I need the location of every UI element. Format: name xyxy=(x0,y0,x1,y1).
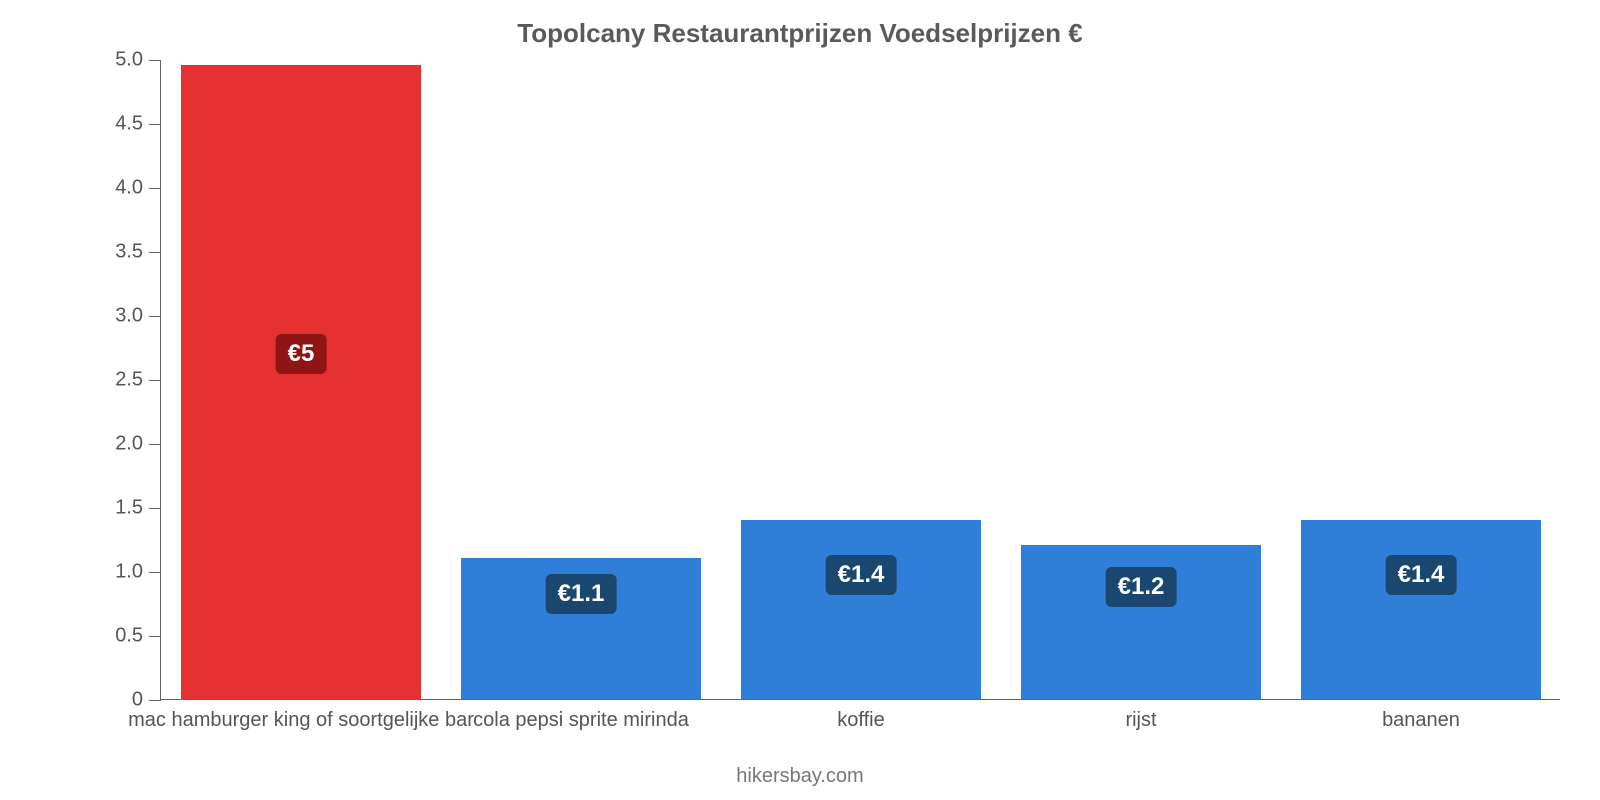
bar xyxy=(181,65,422,699)
y-tick xyxy=(149,636,161,637)
y-tick xyxy=(149,508,161,509)
y-tick-label: 2.5 xyxy=(115,369,143,392)
bar-value-label: €1.4 xyxy=(1386,555,1457,595)
y-tick xyxy=(149,60,161,61)
y-tick xyxy=(149,380,161,381)
bar-value-label: €1.4 xyxy=(826,555,897,595)
y-tick xyxy=(149,572,161,573)
y-tick-label: 4.5 xyxy=(115,113,143,136)
y-tick-label: 0.5 xyxy=(115,625,143,648)
bar-value-label: €1.1 xyxy=(546,574,617,614)
y-tick-label: 1.0 xyxy=(115,561,143,584)
chart-credit: hikersbay.com xyxy=(0,765,1600,788)
y-tick xyxy=(149,252,161,253)
x-tick-label: mac hamburger king of soortgelijke bar xyxy=(128,709,474,732)
y-tick-label: 1.5 xyxy=(115,497,143,520)
x-tick-label: bananen xyxy=(1382,709,1460,732)
x-tick-label: rijst xyxy=(1125,709,1156,732)
y-tick xyxy=(149,316,161,317)
bar xyxy=(741,520,982,699)
y-tick xyxy=(149,188,161,189)
y-tick xyxy=(149,444,161,445)
bar-chart: Topolcany Restaurantprijzen Voedselprijz… xyxy=(0,0,1600,800)
y-tick-label: 5.0 xyxy=(115,49,143,72)
y-tick-label: 3.0 xyxy=(115,305,143,328)
y-tick-label: 4.0 xyxy=(115,177,143,200)
y-tick-label: 2.0 xyxy=(115,433,143,456)
x-tick-label: cola pepsi sprite mirinda xyxy=(473,709,689,732)
bar-value-label: €1.2 xyxy=(1106,567,1177,607)
bar xyxy=(1301,520,1542,699)
chart-title: Topolcany Restaurantprijzen Voedselprijz… xyxy=(0,18,1600,49)
x-tick-label: koffie xyxy=(837,709,884,732)
y-tick xyxy=(149,124,161,125)
y-tick xyxy=(149,700,161,701)
y-tick-label: 3.5 xyxy=(115,241,143,264)
plot-area: 00.51.01.52.02.53.03.54.04.55.0€5mac ham… xyxy=(160,60,1560,700)
bar-value-label: €5 xyxy=(276,334,327,374)
